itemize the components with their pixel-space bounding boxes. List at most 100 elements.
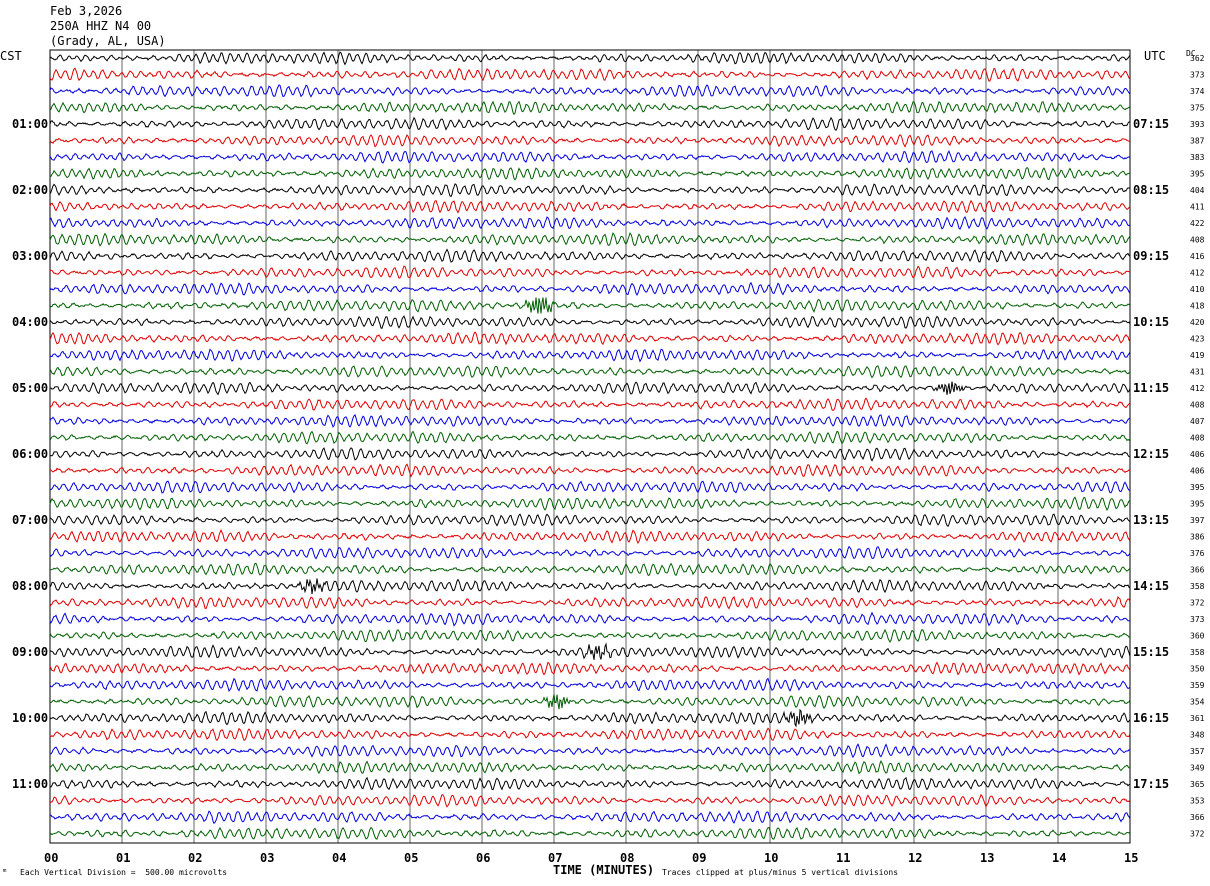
dc-offset-label: 410: [1190, 285, 1205, 294]
dc-offset-label: 395: [1190, 483, 1205, 492]
seismic-trace: [49, 248, 1131, 263]
seismic-trace: [49, 708, 1131, 728]
scale-note: Each Vertical Division = 500.00 microvol…: [20, 868, 228, 877]
minute-tick-label: 03: [260, 851, 274, 865]
dc-offset-label: 366: [1190, 813, 1205, 822]
dc-offset-label: 393: [1190, 120, 1205, 129]
dc-offset-label: 353: [1190, 797, 1205, 806]
dc-offset-label: 395: [1190, 170, 1205, 179]
right-timezone-label: UTC: [1144, 49, 1166, 63]
minute-tick-label: 08: [620, 851, 634, 865]
seismic-trace: [49, 496, 1131, 511]
minute-tick-label: 00: [44, 851, 58, 865]
dc-offset-label: 376: [1190, 549, 1205, 558]
dc-offset-label: 397: [1190, 516, 1205, 525]
seismic-traces: [49, 51, 1131, 840]
minute-tick-label: 15: [1124, 851, 1138, 865]
seismic-trace: [49, 528, 1131, 545]
cst-hour-label: 03:00: [12, 249, 48, 263]
seismic-trace: [49, 167, 1131, 181]
seismic-trace: [49, 595, 1131, 610]
seismic-trace: [49, 727, 1131, 742]
dc-offset-label: 350: [1190, 665, 1205, 674]
minute-tick-label: 01: [116, 851, 130, 865]
utc-hour-label: 10:15: [1133, 315, 1169, 329]
seismic-trace: [49, 51, 1131, 66]
utc-hour-label: 07:15: [1133, 117, 1169, 131]
dc-offset-label: 408: [1190, 236, 1205, 245]
minute-tick-label: 06: [476, 851, 490, 865]
dc-offset-label: 408: [1190, 401, 1205, 410]
seismic-trace: [49, 315, 1131, 329]
cst-hour-label: 08:00: [12, 579, 48, 593]
dc-offset-label: 348: [1190, 731, 1205, 740]
plot-date: Feb 3,2026: [50, 4, 123, 18]
cst-hour-label: 01:00: [12, 117, 48, 131]
cst-hour-label: 02:00: [12, 183, 48, 197]
dc-offset-label: 406: [1190, 467, 1205, 476]
minute-tick-label: 14: [1052, 851, 1066, 865]
minute-tick-label: 11: [836, 851, 850, 865]
dc-offset-label: 387: [1190, 137, 1205, 146]
seismic-trace: [49, 545, 1131, 560]
dc-offset-label: 431: [1190, 368, 1205, 377]
utc-hour-label: 14:15: [1133, 579, 1169, 593]
cst-hour-label: 11:00: [12, 777, 48, 791]
dc-offset-label: 349: [1190, 764, 1205, 773]
utc-hour-label: 16:15: [1133, 711, 1169, 725]
seismic-trace: [49, 381, 1131, 396]
minute-tick-label: 07: [548, 851, 562, 865]
seismic-trace: [49, 100, 1131, 116]
seismic-trace: [49, 661, 1131, 676]
dc-offset-label: 419: [1190, 351, 1205, 360]
dc-offset-label: 422: [1190, 219, 1205, 228]
utc-hour-label: 17:15: [1133, 777, 1169, 791]
dc-offset-label: 374: [1190, 87, 1205, 96]
dc-offset-label: 359: [1190, 681, 1205, 690]
dc-offset-label: 404: [1190, 186, 1205, 195]
seismic-trace: [49, 67, 1131, 82]
axis-labels: 362 373 374 375 393 387 383 395 404 411 422 408 416 4…: [12, 54, 1205, 877]
station-id: 250A HHZ N4 00: [50, 19, 152, 33]
station-location: (Grady, AL, USA): [50, 34, 166, 48]
dc-offset-label: 408: [1190, 434, 1205, 443]
seismic-trace: [49, 297, 1131, 314]
seismic-trace: [49, 348, 1131, 363]
seismic-trace: [49, 513, 1131, 528]
seismic-trace: [49, 150, 1131, 164]
dc-offset-label: 420: [1190, 318, 1205, 327]
seismic-trace: [49, 397, 1131, 411]
cst-hour-label: 05:00: [12, 381, 48, 395]
seismic-trace: [49, 677, 1131, 692]
dc-offset-label: 386: [1190, 533, 1205, 542]
m-icon: ᵐ: [2, 868, 8, 878]
seismic-trace: [49, 694, 1131, 710]
seismic-trace: [49, 578, 1131, 595]
cst-hour-label: 10:00: [12, 711, 48, 725]
seismic-trace: [49, 562, 1131, 577]
seismic-trace: [49, 265, 1131, 280]
dc-offset-label: 418: [1190, 302, 1205, 311]
clip-note: Traces clipped at plus/minus 5 vertical …: [662, 868, 899, 877]
dc-offset-label: 372: [1190, 830, 1205, 839]
dc-offset-label: 358: [1190, 582, 1205, 591]
dc-offset-label: 361: [1190, 714, 1205, 723]
seismic-trace: [49, 331, 1131, 346]
seismic-trace: [49, 642, 1131, 660]
minute-tick-label: 12: [908, 851, 922, 865]
minute-gridlines: [49, 49, 1131, 844]
seismic-trace: [49, 414, 1131, 428]
seismic-trace: [49, 216, 1131, 230]
seismic-trace: [49, 826, 1131, 840]
seismic-trace: [49, 628, 1131, 643]
seismic-trace: [49, 430, 1131, 445]
dc-offset-label: 395: [1190, 500, 1205, 509]
x-axis-title: TIME (MINUTES): [553, 863, 654, 877]
seismic-trace: [49, 793, 1131, 808]
seismic-trace: [49, 281, 1131, 297]
seismic-trace: [49, 199, 1131, 214]
minute-tick-label: 09: [692, 851, 706, 865]
dc-offset-label: 407: [1190, 417, 1205, 426]
cst-hour-label: 07:00: [12, 513, 48, 527]
